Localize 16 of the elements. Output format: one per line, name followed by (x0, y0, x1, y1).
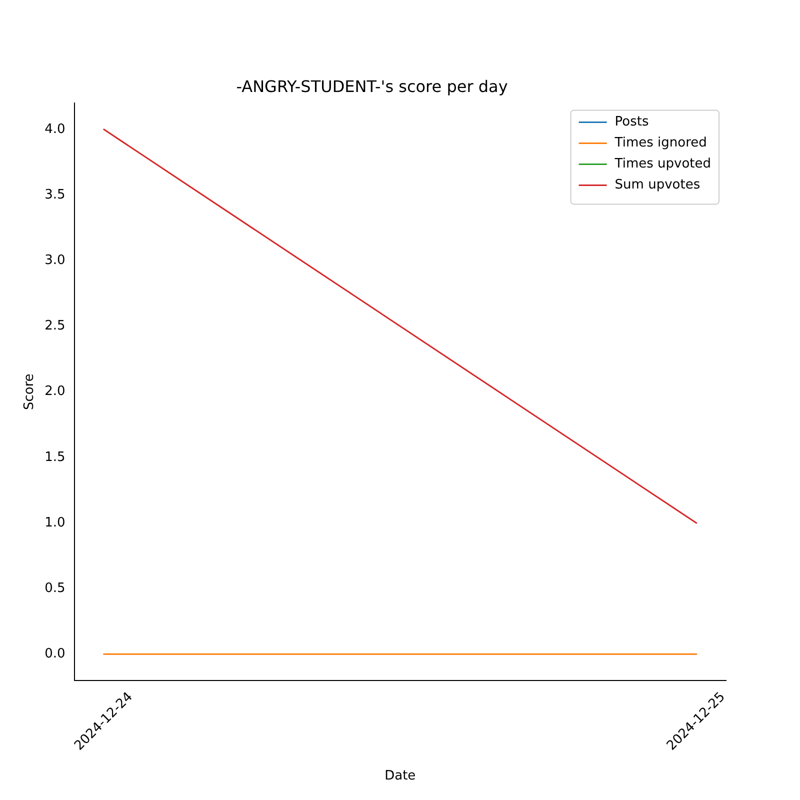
y-tick-label: 1.5 (44, 450, 66, 465)
legend-label: Times upvoted (614, 156, 712, 172)
y-tick-label: 0.5 (44, 580, 66, 596)
chart-title: -ANGRY-STUDENT-'s score per day (236, 76, 508, 96)
y-tick-label: 1.0 (44, 515, 66, 530)
y-axis-title: Score (22, 374, 38, 410)
y-tick-label: 3.0 (44, 252, 66, 268)
y-tick-label: 0.0 (44, 646, 66, 662)
legend-label: Times ignored (614, 136, 707, 151)
y-tick-label: 3.5 (44, 187, 66, 202)
y-tick-label: 2.5 (44, 318, 66, 334)
legend-label: Posts (614, 114, 649, 130)
legend-label: Sum upvotes (614, 178, 700, 193)
y-tick-label: 2.0 (44, 384, 66, 400)
x-axis-title: Date (384, 768, 416, 784)
y-tick-label: 4.0 (44, 122, 66, 137)
